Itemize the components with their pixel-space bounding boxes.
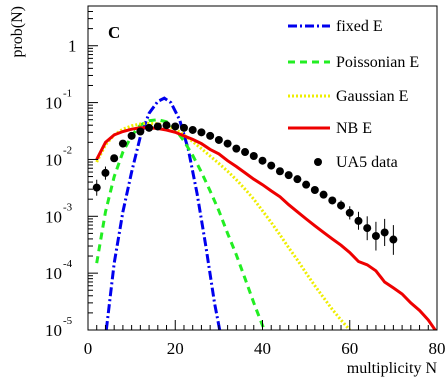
ua5-data-point [389, 235, 398, 244]
legend-label-gaussian-e: Gaussian E [336, 88, 408, 105]
ua5-data-point [179, 123, 188, 132]
curves-layer [95, 96, 437, 330]
x-tick-label: 80 [429, 339, 446, 358]
y-tick-exponent: -4 [63, 258, 73, 270]
ua5-data-point [223, 139, 232, 148]
ua5-data-point [310, 186, 319, 195]
x-tick-label: 20 [167, 339, 184, 358]
ua5-data-point [232, 144, 241, 153]
series-fixed-e-line [104, 96, 222, 330]
panel-label: C [108, 23, 120, 42]
y-tick-label: 10 [45, 150, 62, 169]
y-tick-exponent: -3 [63, 201, 73, 213]
y-tick-label: 10 [45, 264, 62, 283]
ua5-data-point [162, 121, 171, 130]
ua5-data-point [101, 168, 110, 177]
y-tick-label: 1 [68, 37, 77, 56]
ua5-data-point [293, 175, 302, 184]
ua5-data-point [118, 139, 127, 148]
ua5-data-point [110, 154, 119, 163]
x-tick-label: 60 [341, 339, 358, 358]
ua5-data-point [275, 167, 284, 176]
y-tick-exponent: -1 [63, 88, 72, 100]
ua5-data-point [214, 135, 223, 144]
ua5-data-point [363, 224, 372, 233]
data-points-layer [92, 121, 398, 255]
ua5-data-point [345, 208, 354, 217]
x-axis-title: multiplicity N [347, 360, 438, 377]
ua5-data-point [206, 131, 215, 140]
series-nb-e-line [95, 126, 437, 330]
ua5-data-point [153, 122, 162, 131]
ua5-data-point [197, 128, 206, 137]
ua5-data-point [127, 131, 136, 140]
y-tick-label: 10 [45, 94, 62, 113]
legend-label-fixed-e: fixed E [336, 18, 383, 35]
ua5-data-point [302, 180, 311, 189]
ua5-data-point [380, 228, 389, 237]
ua5-data-point [92, 183, 101, 192]
ua5-data-point [354, 216, 363, 225]
legend: fixed E Poissonian E Gaussian E NB E UA5 dat… [288, 18, 419, 171]
ua5-data-point [337, 201, 346, 210]
series-poissonian-e-line [95, 118, 267, 330]
legend-label-nb-e: NB E [336, 120, 372, 137]
ua5-data-point [267, 161, 276, 170]
ua5-data-point [188, 125, 197, 134]
y-axis-title: prob(N) [9, 6, 26, 58]
ua5-data-point [241, 148, 250, 157]
legend-marker-ua5-data [314, 158, 322, 166]
y-tick-label: 10 [45, 207, 62, 226]
ua5-data-point [319, 190, 328, 199]
ua5-data-point [249, 151, 258, 160]
ua5-data-point [145, 123, 154, 132]
x-tick-label: 40 [254, 339, 271, 358]
legend-label-poissonian-e: Poissonian E [336, 54, 419, 71]
ua5-data-point [258, 156, 267, 165]
y-tick-label: 10 [45, 321, 62, 340]
ua5-data-point [371, 232, 380, 241]
axis-ticks [87, 5, 438, 331]
ua5-data-point [136, 127, 145, 136]
legend-label-ua5-data: UA5 data [336, 154, 398, 171]
y-tick-exponent: -2 [63, 144, 72, 156]
y-tick-exponent: -5 [63, 315, 73, 327]
ua5-data-point [284, 171, 293, 180]
ua5-data-point [328, 196, 337, 205]
x-tick-label: 0 [84, 339, 93, 358]
ua5-data-point [171, 122, 180, 131]
